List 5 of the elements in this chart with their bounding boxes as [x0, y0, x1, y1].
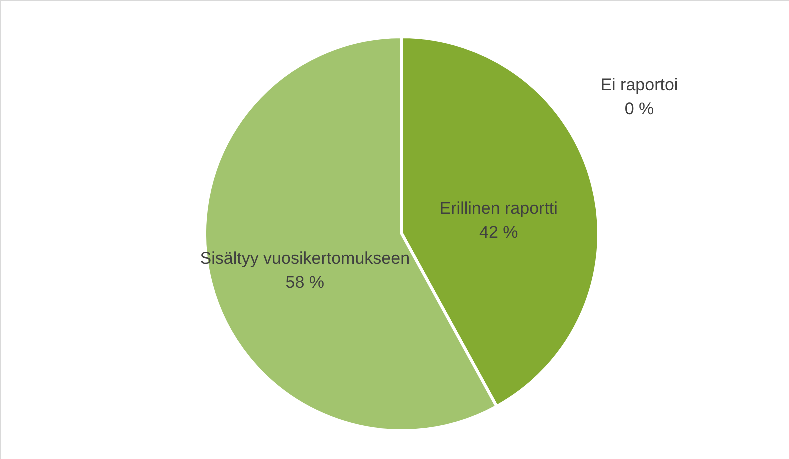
data-label: 58 %	[286, 272, 325, 292]
data-label: 42 %	[479, 223, 518, 242]
slice-label: Erillinen raportti	[440, 199, 558, 218]
text: 0 %	[624, 100, 654, 119]
category-label: Ei raportoi	[600, 76, 678, 95]
